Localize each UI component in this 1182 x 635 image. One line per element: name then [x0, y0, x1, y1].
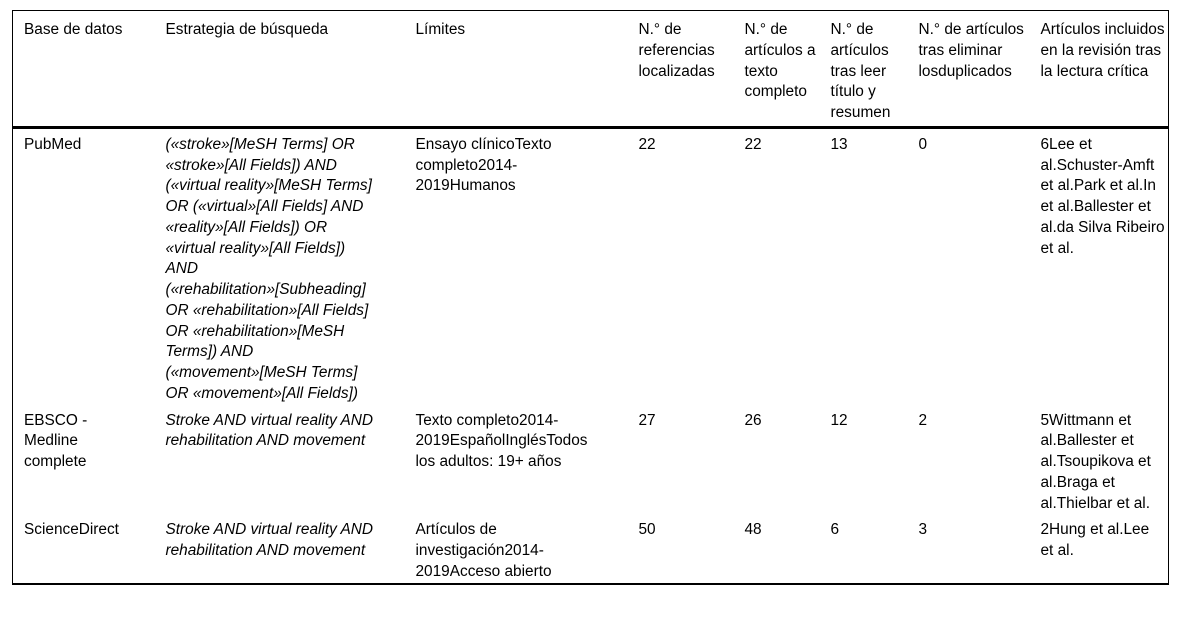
cell-fulltext-articles: 22 [744, 135, 762, 153]
cell-limits: Texto completo2014-2019EspañolInglésTodo… [415, 411, 588, 471]
cell-after-title-abstract: 13 [830, 135, 848, 153]
header-estrategia-busqueda: Estrategia de búsqueda [165, 10, 416, 129]
cell-strategy: Stroke AND virtual reality AND rehabilit… [165, 411, 374, 450]
cell-after-duplicates: 2 [918, 411, 928, 429]
table-row-pubmed: PubMed («stroke»[MeSH Terms] OR «stroke»… [13, 127, 1169, 404]
cell-database: EBSCO - Medline complete [24, 411, 88, 471]
table-row-ebsco: EBSCO - Medline complete Stroke AND virt… [13, 405, 1169, 515]
cell-database: PubMed [24, 135, 82, 153]
cell-limits: Artículos de investigación2014-2019Acces… [415, 521, 552, 580]
cell-references-found: 50 [638, 521, 656, 539]
search-strategy-table: Base de datos Estrategia de búsqueda Lím… [12, 10, 1169, 585]
table-header-row: Base de datos Estrategia de búsqueda Lím… [12, 10, 1169, 129]
cell-strategy: («stroke»[MeSH Terms] OR «stroke»[All Fi… [165, 135, 372, 402]
cell-included-articles: 5Wittmann et al.Ballester et al.Tsoupiko… [1040, 411, 1151, 512]
cell-after-duplicates: 3 [918, 521, 928, 539]
cell-included-articles: 6Lee et al.Schuster-Amft et al.Park et a… [1040, 135, 1165, 257]
header-num-articulos-texto-completo: N.° de artículos a texto completo [744, 10, 831, 129]
header-base-de-datos: Base de datos [12, 10, 166, 129]
cell-after-title-abstract: 6 [830, 521, 840, 539]
cell-references-found: 22 [638, 135, 656, 153]
header-limites: Límites [415, 10, 639, 129]
header-num-articulos-sin-duplicados: N.° de artículos tras eliminar losduplic… [918, 10, 1041, 129]
header-num-referencias-localizadas: N.° de referencias localizadas [638, 10, 745, 129]
cell-after-duplicates: 0 [918, 135, 928, 153]
cell-database: ScienceDirect [24, 521, 119, 539]
table-row-sciencedirect: ScienceDirect Stroke AND virtual reality… [13, 514, 1169, 583]
cell-after-title-abstract: 12 [830, 411, 848, 429]
cell-strategy: Stroke AND virtual reality AND rehabilit… [165, 521, 374, 559]
cell-fulltext-articles: 48 [744, 521, 762, 539]
header-num-articulos-titulo-resumen: N.° de artículos tras leer título y resu… [830, 10, 919, 129]
cell-limits: Ensayo clínicoTexto completo2014-2019Hum… [415, 135, 552, 195]
cell-included-articles: 2Hung et al.Lee et al. [1040, 521, 1150, 559]
cell-references-found: 27 [638, 411, 656, 429]
header-articulos-incluidos: Artículos incluidos en la revisión tras … [1040, 10, 1169, 129]
cell-fulltext-articles: 26 [744, 411, 762, 429]
